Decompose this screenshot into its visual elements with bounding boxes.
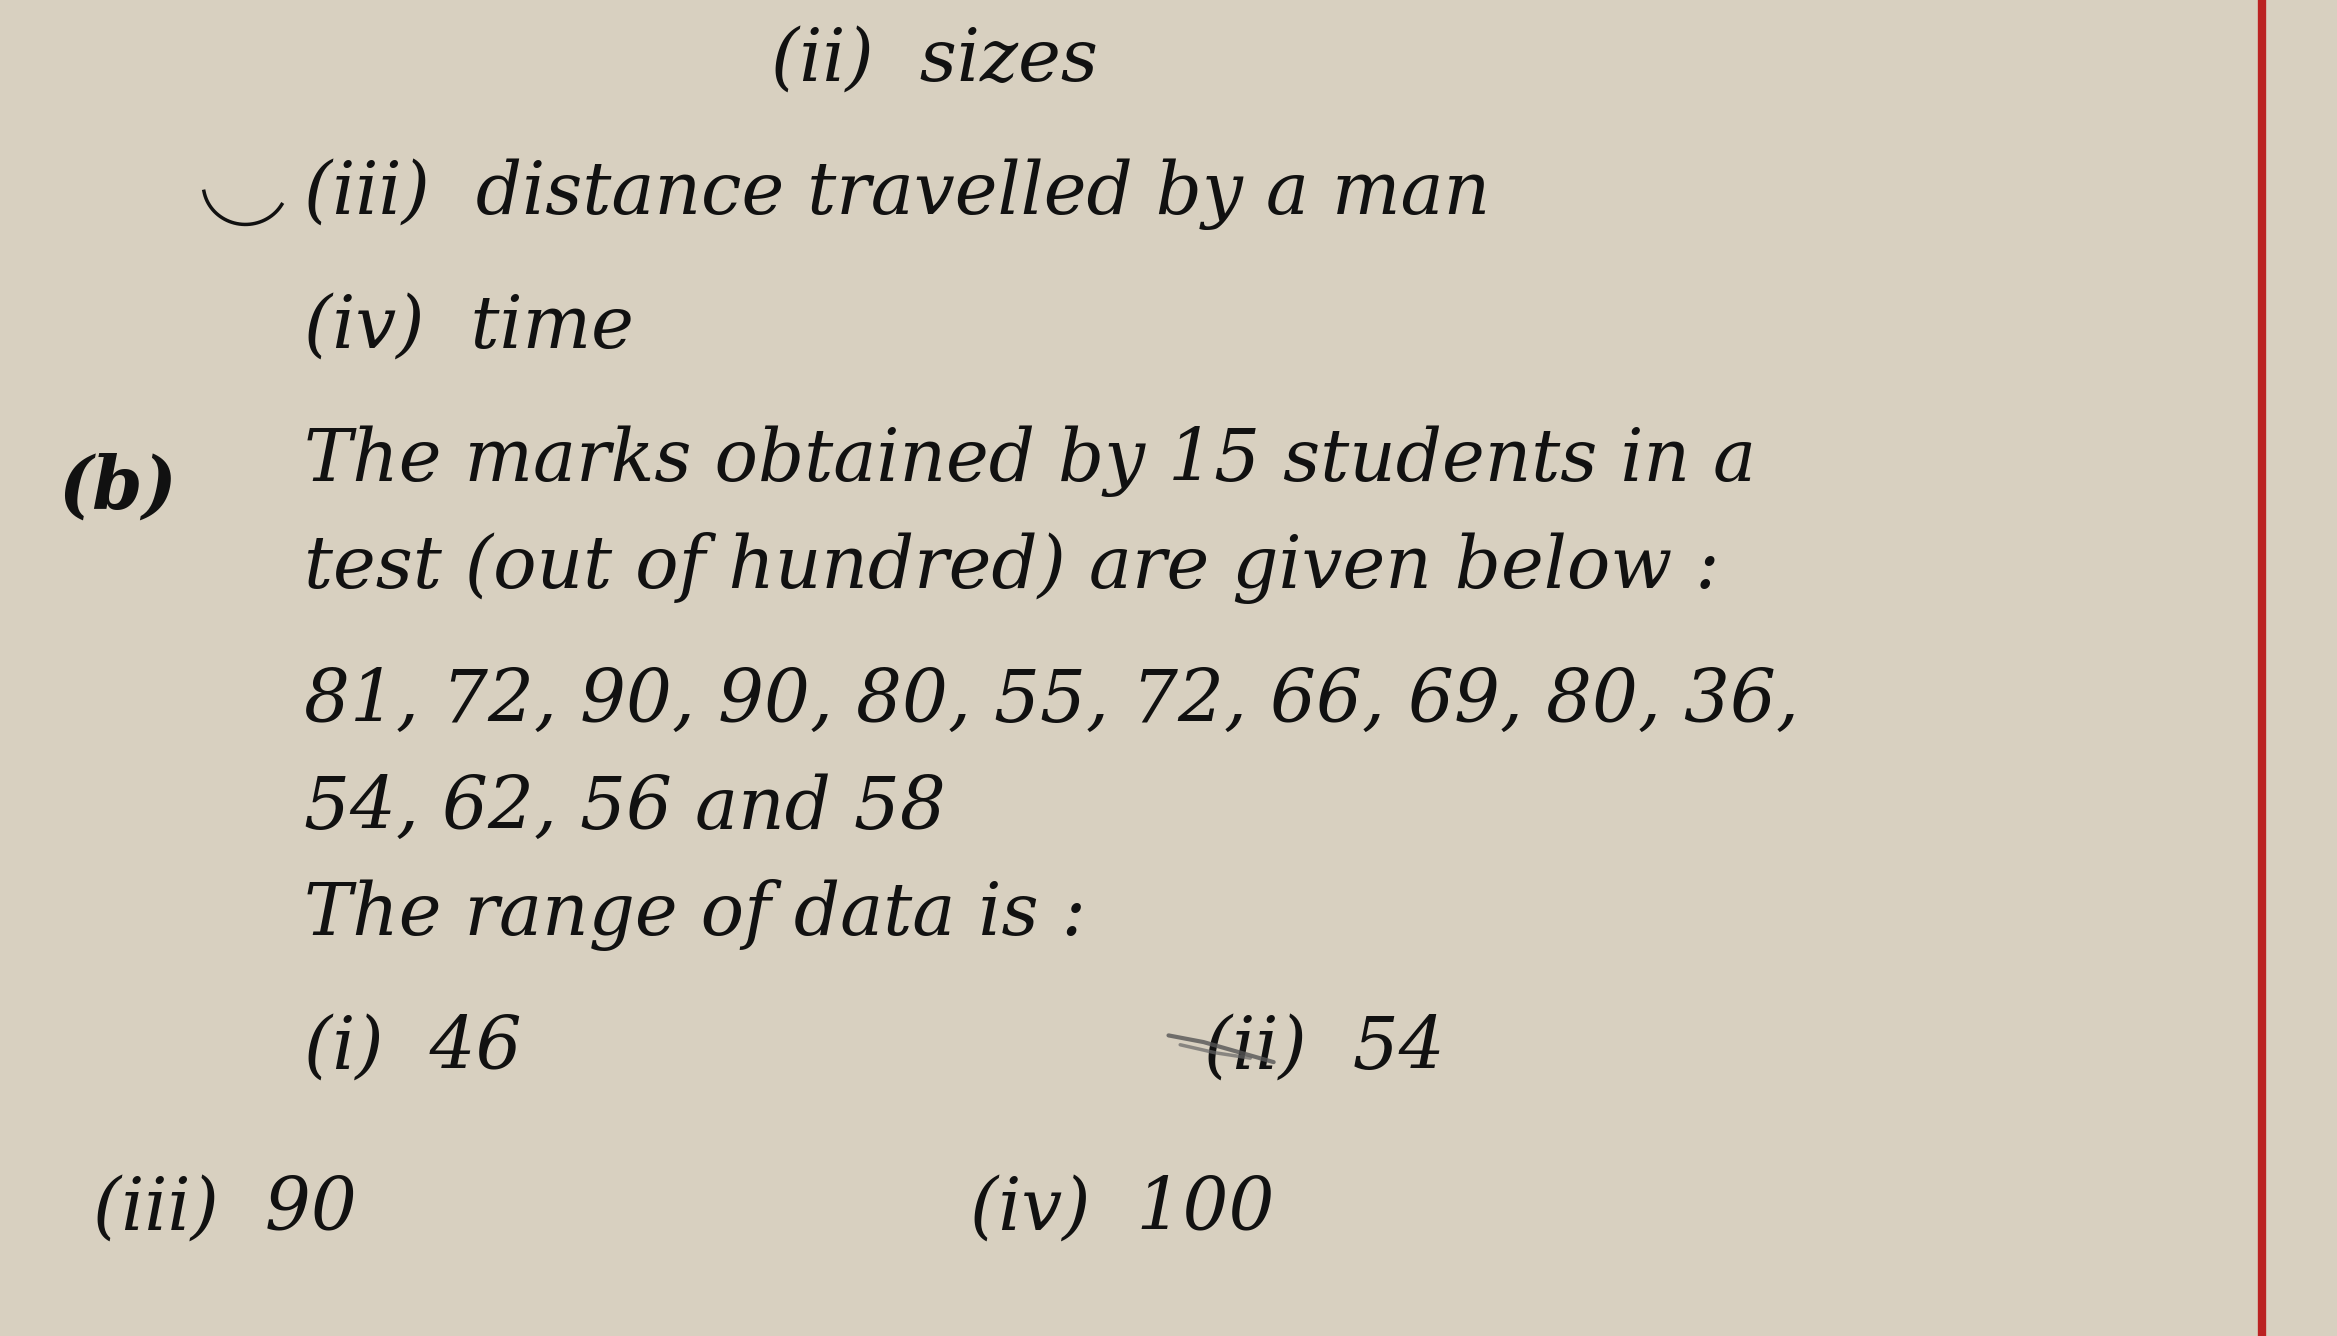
Text: (iv)  time: (iv) time [304,293,633,362]
Text: 54, 62, 56 and 58: 54, 62, 56 and 58 [304,774,946,843]
Text: test (out of hundred) are given below :: test (out of hundred) are given below : [304,532,1720,604]
Text: The marks obtained by 15 students in a: The marks obtained by 15 students in a [304,425,1755,497]
Text: (iv)  100: (iv) 100 [970,1174,1274,1244]
Text: The range of data is :: The range of data is : [304,879,1087,951]
Text: (iii)  90: (iii) 90 [93,1174,358,1244]
Text: (b): (b) [58,452,178,524]
Text: (i)  46: (i) 46 [304,1014,521,1083]
Text: (ii)  54: (ii) 54 [1204,1014,1444,1083]
Text: (ii)  sizes: (ii) sizes [771,25,1098,95]
Text: 81, 72, 90, 90, 80, 55, 72, 66, 69, 80, 36,: 81, 72, 90, 90, 80, 55, 72, 66, 69, 80, … [304,667,1799,736]
Text: (iii)  distance travelled by a man: (iii) distance travelled by a man [304,158,1491,230]
